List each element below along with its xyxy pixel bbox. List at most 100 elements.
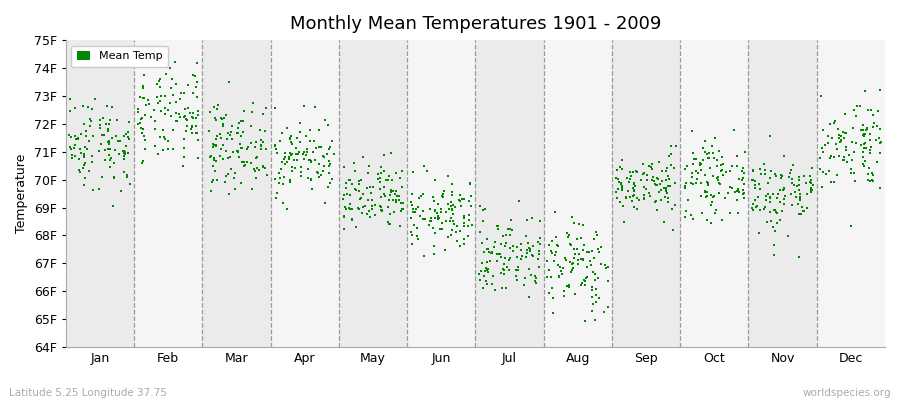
Point xyxy=(570,236,584,242)
Point xyxy=(377,191,392,198)
Point xyxy=(732,189,746,195)
Point xyxy=(303,127,318,134)
Point xyxy=(522,266,536,272)
Point xyxy=(105,202,120,209)
Point xyxy=(825,134,840,141)
Point xyxy=(365,197,380,203)
Point xyxy=(563,241,578,248)
Point xyxy=(343,205,357,212)
Point xyxy=(500,264,514,270)
Point xyxy=(669,201,683,208)
Point xyxy=(173,113,187,120)
Point xyxy=(796,172,811,179)
Point xyxy=(150,151,165,157)
Point xyxy=(137,94,151,101)
Point xyxy=(498,243,512,250)
Point xyxy=(858,158,872,164)
Point xyxy=(244,160,258,166)
Point xyxy=(307,138,321,144)
Point xyxy=(594,261,608,267)
Point xyxy=(648,198,662,205)
Point xyxy=(219,179,233,185)
Point xyxy=(478,206,492,212)
Point xyxy=(804,189,818,196)
Point xyxy=(236,129,250,135)
Point xyxy=(632,197,646,203)
Point xyxy=(373,179,387,185)
Point xyxy=(268,146,283,153)
Point xyxy=(302,157,317,163)
Point xyxy=(207,142,221,148)
Point xyxy=(80,104,94,110)
Point xyxy=(94,140,108,147)
Point xyxy=(275,159,290,165)
Point xyxy=(544,273,558,280)
Point xyxy=(107,174,122,180)
Point xyxy=(644,164,658,170)
Point xyxy=(664,143,679,149)
Point xyxy=(565,267,580,273)
Point xyxy=(435,226,449,232)
Point xyxy=(472,229,487,235)
Point xyxy=(827,179,842,185)
Point xyxy=(491,258,505,264)
Point xyxy=(378,193,392,199)
Point xyxy=(70,136,85,142)
Point xyxy=(354,177,368,183)
Point xyxy=(480,236,494,242)
Legend: Mean Temp: Mean Temp xyxy=(71,46,168,67)
Point xyxy=(494,269,508,276)
Point xyxy=(694,193,708,199)
Point xyxy=(446,189,460,195)
Point xyxy=(445,206,459,212)
Point xyxy=(435,220,449,226)
Point xyxy=(259,146,274,152)
Point xyxy=(784,191,798,197)
Point xyxy=(746,206,760,213)
Point xyxy=(234,145,248,152)
Point xyxy=(178,113,193,119)
Point xyxy=(777,153,791,159)
Point xyxy=(120,172,134,178)
Point xyxy=(804,185,818,191)
Point xyxy=(302,138,317,144)
Point xyxy=(716,160,731,167)
Point xyxy=(484,250,499,256)
Point xyxy=(544,285,559,291)
Point xyxy=(280,206,294,212)
Point xyxy=(418,253,432,260)
Point xyxy=(522,248,536,255)
Point xyxy=(488,239,502,246)
Point xyxy=(258,128,273,134)
Point xyxy=(303,159,318,166)
Point xyxy=(479,264,493,271)
Point xyxy=(153,93,167,99)
Point xyxy=(384,189,399,196)
Point xyxy=(688,180,703,186)
Point xyxy=(560,230,574,236)
Point xyxy=(793,197,807,204)
Point xyxy=(715,216,729,223)
Point xyxy=(850,140,864,146)
Point xyxy=(189,84,203,90)
Point xyxy=(642,190,656,196)
Point xyxy=(219,148,233,154)
Point xyxy=(323,144,338,150)
Point xyxy=(475,284,490,291)
Point xyxy=(725,163,740,170)
Point xyxy=(525,215,539,222)
Point xyxy=(663,183,678,190)
Point xyxy=(576,247,590,253)
Point xyxy=(144,114,158,120)
Point xyxy=(830,172,844,178)
Point xyxy=(544,248,558,254)
Point xyxy=(84,118,98,124)
Point xyxy=(63,144,77,150)
Point xyxy=(749,204,763,211)
Point xyxy=(355,210,369,216)
Point xyxy=(518,275,533,281)
Point xyxy=(679,180,693,186)
Point xyxy=(696,157,710,163)
Point xyxy=(529,275,544,281)
Point xyxy=(771,191,786,197)
